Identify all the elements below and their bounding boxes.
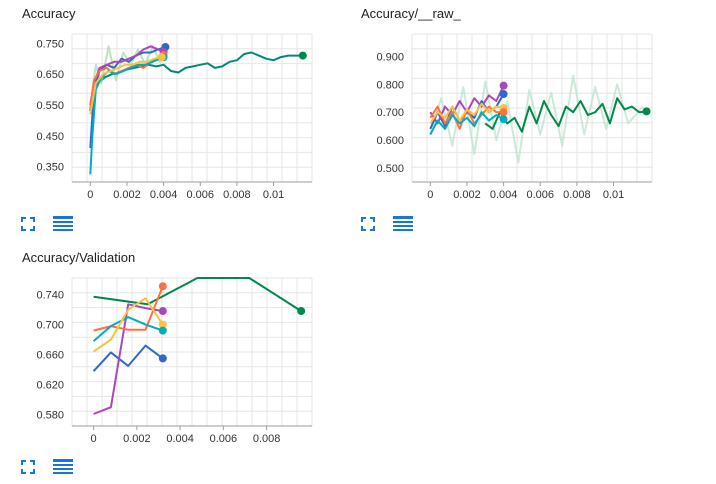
x-tick-label: 0.006 bbox=[186, 189, 214, 201]
series-line bbox=[93, 277, 302, 312]
x-tick-label: 0.002 bbox=[113, 189, 141, 201]
accuracy-chart[interactable]: 0 0.002 0.004 0.006 0.008 0.01 0.350 0.450 0.550… bbox=[20, 28, 320, 208]
plot-area: 0 0.002 0.004 0.006 0.008 0.580 0.620 0.660 0.70… bbox=[36, 277, 313, 445]
y-tick-label: 0.620 bbox=[36, 380, 64, 392]
series-end-marker bbox=[158, 354, 167, 363]
series-line bbox=[93, 303, 163, 415]
series-line bbox=[93, 285, 164, 332]
x-tick-label: 0.002 bbox=[453, 189, 481, 201]
series-end-marker bbox=[642, 107, 651, 116]
y-tick-label: 0.700 bbox=[36, 320, 64, 332]
series-line bbox=[92, 316, 164, 342]
series-end-marker bbox=[499, 108, 508, 117]
x-tick-label: 0 bbox=[87, 189, 93, 201]
y-tick-label: 0.650 bbox=[36, 69, 64, 81]
series-line bbox=[93, 297, 164, 353]
accuracy-validation-chart[interactable]: 0 0.002 0.004 0.006 0.008 0.580 0.620 0.660 0.70… bbox=[20, 272, 320, 452]
fullscreen-icon[interactable] bbox=[21, 217, 35, 236]
series-end-marker bbox=[499, 81, 508, 90]
fullscreen-icon[interactable] bbox=[21, 460, 35, 479]
x-tick-label: 0 bbox=[91, 433, 97, 445]
accuracy-raw-chart[interactable]: 0 0.002 0.004 0.006 0.008 0.01 0.500 0.600 0.700… bbox=[360, 28, 660, 208]
plot-area: 0 0.002 0.004 0.006 0.008 0.01 0.350 0.450 0.550… bbox=[36, 33, 313, 201]
series-line bbox=[89, 45, 165, 106]
y-tick-label: 0.660 bbox=[36, 350, 64, 362]
series-line bbox=[92, 344, 164, 372]
y-tick-label: 0.900 bbox=[376, 51, 404, 63]
series-end-marker bbox=[158, 307, 167, 316]
x-tick-label: 0.006 bbox=[210, 433, 238, 445]
x-tick-label: 0.004 bbox=[150, 189, 178, 201]
x-tick-label: 0.01 bbox=[263, 189, 284, 201]
card-title: Accuracy/Validation bbox=[22, 250, 136, 265]
y-tick-label: 0.800 bbox=[376, 79, 404, 91]
series-end-marker bbox=[499, 90, 508, 99]
series-end-marker bbox=[298, 51, 307, 60]
card-title: Accuracy/__raw_ bbox=[361, 6, 461, 21]
x-tick-label: 0.01 bbox=[603, 189, 624, 201]
series-line bbox=[484, 97, 647, 133]
series-end-marker bbox=[499, 115, 508, 124]
y-tick-label: 0.350 bbox=[36, 162, 64, 174]
y-tick-label: 0.740 bbox=[36, 290, 64, 302]
x-tick-label: 0.004 bbox=[490, 189, 518, 201]
x-tick-label: 0 bbox=[427, 189, 433, 201]
series-line bbox=[429, 74, 644, 164]
y-tick-label: 0.600 bbox=[376, 135, 404, 147]
x-tick-label: 0.008 bbox=[223, 189, 251, 201]
series-line bbox=[89, 56, 164, 175]
series-end-marker bbox=[157, 53, 166, 62]
x-tick-label: 0.008 bbox=[563, 189, 591, 201]
y-tick-label: 0.450 bbox=[36, 131, 64, 143]
series-line bbox=[89, 56, 163, 115]
y-tick-label: 0.580 bbox=[36, 410, 64, 422]
series-end-marker bbox=[158, 326, 167, 335]
fullscreen-icon[interactable] bbox=[361, 217, 375, 236]
y-tick-label: 0.550 bbox=[36, 100, 64, 112]
y-tick-label: 0.750 bbox=[36, 38, 64, 50]
x-tick-label: 0.002 bbox=[123, 433, 151, 445]
card-title: Accuracy bbox=[22, 6, 76, 21]
series-end-marker bbox=[297, 307, 306, 316]
x-tick-label: 0.008 bbox=[253, 433, 281, 445]
series-line bbox=[429, 111, 505, 135]
series-line bbox=[429, 102, 504, 124]
x-tick-label: 0.006 bbox=[526, 189, 554, 201]
y-tick-label: 0.500 bbox=[376, 163, 404, 175]
data-table-icon[interactable] bbox=[53, 216, 73, 237]
plot-area: 0 0.002 0.004 0.006 0.008 0.01 0.500 0.600 0.700… bbox=[376, 33, 653, 201]
data-table-icon[interactable] bbox=[393, 216, 413, 237]
x-tick-label: 0.004 bbox=[166, 433, 194, 445]
series-end-marker bbox=[158, 282, 167, 291]
data-table-icon[interactable] bbox=[53, 459, 73, 480]
y-tick-label: 0.700 bbox=[376, 107, 404, 119]
series-end-marker bbox=[158, 320, 167, 329]
